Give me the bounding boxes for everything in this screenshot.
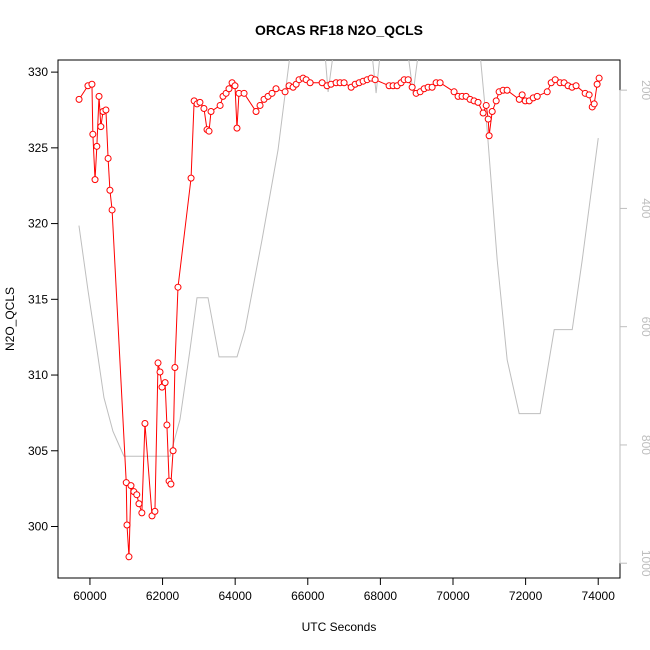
point bbox=[488, 107, 496, 115]
point bbox=[174, 283, 182, 291]
point bbox=[123, 521, 131, 529]
point bbox=[163, 421, 171, 429]
point bbox=[75, 95, 83, 103]
point bbox=[225, 85, 233, 93]
point bbox=[106, 186, 114, 194]
point bbox=[95, 92, 103, 100]
point bbox=[593, 80, 601, 88]
point bbox=[404, 76, 412, 84]
point bbox=[306, 79, 314, 87]
point bbox=[108, 206, 116, 214]
point bbox=[151, 507, 159, 515]
point bbox=[196, 98, 204, 106]
y-tick-label: 330 bbox=[28, 65, 48, 79]
y-tick-label: 305 bbox=[28, 444, 48, 458]
point bbox=[169, 447, 177, 455]
point bbox=[428, 83, 436, 91]
point bbox=[281, 88, 289, 96]
point bbox=[590, 100, 598, 108]
x-tick-label: 60000 bbox=[73, 589, 107, 603]
x-tick-label: 74000 bbox=[582, 589, 616, 603]
point bbox=[91, 176, 99, 184]
point bbox=[216, 101, 224, 109]
point bbox=[233, 124, 241, 132]
point bbox=[138, 509, 146, 517]
y-tick-label: 320 bbox=[28, 217, 48, 231]
point bbox=[256, 101, 264, 109]
y2-tick-label: 200 bbox=[639, 80, 650, 100]
point bbox=[187, 174, 195, 182]
point bbox=[551, 76, 559, 84]
point bbox=[572, 82, 580, 90]
point bbox=[127, 482, 135, 490]
point bbox=[167, 480, 175, 488]
point bbox=[133, 491, 141, 499]
point bbox=[200, 104, 208, 112]
point bbox=[485, 132, 493, 140]
point bbox=[207, 107, 215, 115]
x-tick-label: 68000 bbox=[364, 589, 398, 603]
point bbox=[97, 123, 105, 131]
point bbox=[436, 79, 444, 87]
point bbox=[533, 92, 541, 100]
point bbox=[492, 97, 500, 105]
point bbox=[408, 83, 416, 91]
point bbox=[543, 88, 551, 96]
point bbox=[585, 91, 593, 99]
point bbox=[595, 74, 603, 82]
x-axis-label: UTC Seconds bbox=[302, 620, 377, 634]
point bbox=[102, 106, 110, 114]
series-line bbox=[78, 60, 599, 457]
point bbox=[93, 142, 101, 150]
y-tick-label: 315 bbox=[28, 292, 48, 306]
x-tick-label: 70000 bbox=[436, 589, 470, 603]
y2-tick-label: 1000 bbox=[639, 550, 650, 577]
y2-tick-label: 800 bbox=[639, 435, 650, 455]
point bbox=[518, 91, 526, 99]
y-tick-label: 325 bbox=[28, 141, 48, 155]
point bbox=[503, 86, 511, 94]
point bbox=[89, 130, 97, 138]
x-tick-label: 64000 bbox=[218, 589, 252, 603]
y-axis-label: N2O_QCLS bbox=[3, 287, 17, 351]
point bbox=[371, 76, 379, 84]
series-line bbox=[78, 77, 600, 557]
point bbox=[252, 107, 260, 115]
chart-title: ORCAS RF18 N2O_QCLS bbox=[255, 22, 423, 38]
point bbox=[231, 82, 239, 90]
point bbox=[161, 379, 169, 387]
point bbox=[125, 553, 133, 561]
point bbox=[474, 98, 482, 106]
point bbox=[482, 101, 490, 109]
point bbox=[240, 89, 248, 97]
y2-tick-label: 600 bbox=[639, 317, 650, 337]
point bbox=[450, 88, 458, 96]
x-tick-label: 72000 bbox=[509, 589, 543, 603]
x-tick-label: 66000 bbox=[291, 589, 325, 603]
point bbox=[272, 85, 280, 93]
point bbox=[479, 109, 487, 117]
y-tick-label: 300 bbox=[28, 520, 48, 534]
point bbox=[340, 79, 348, 87]
point bbox=[156, 368, 164, 376]
point bbox=[268, 89, 276, 97]
point bbox=[318, 79, 326, 87]
y2-tick-label: 400 bbox=[639, 198, 650, 218]
x-tick-label: 62000 bbox=[146, 589, 180, 603]
plot-area bbox=[75, 60, 603, 561]
point bbox=[104, 154, 112, 162]
point bbox=[88, 80, 96, 88]
point bbox=[171, 363, 179, 371]
point bbox=[205, 127, 213, 135]
point bbox=[484, 115, 492, 123]
point bbox=[135, 500, 143, 508]
y-tick-label: 310 bbox=[28, 368, 48, 382]
point bbox=[154, 359, 162, 367]
point bbox=[141, 420, 149, 428]
